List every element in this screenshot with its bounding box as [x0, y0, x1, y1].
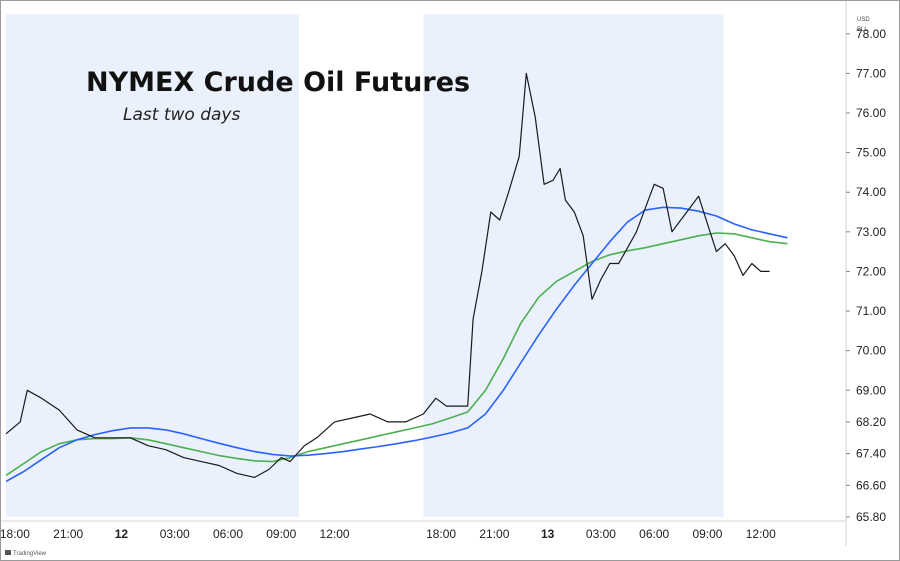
x-tick-label: 06:00 — [213, 527, 243, 541]
y-axis: 78.00 77.00 76.00 75.00 74.00 73.00 72.00 71.00… — [846, 27, 886, 524]
x-tick-label: 03:00 — [586, 527, 616, 541]
y-tick-label: 74.00 — [856, 185, 886, 199]
y-tick-label: 66.60 — [856, 478, 886, 492]
series-line-ma-fast — [5, 232, 788, 477]
x-tick-label: 09:00 — [692, 527, 722, 541]
y-tick-label: 76.00 — [856, 106, 886, 120]
series-layer — [5, 72, 788, 483]
y-tick-label: 72.00 — [856, 264, 886, 278]
x-tick-label: 06:00 — [639, 527, 669, 541]
session-shade-1 — [423, 14, 724, 517]
x-tick-label: 13 — [541, 527, 555, 541]
y-tick-label: 69.00 — [856, 383, 886, 397]
y-tick-label: 71.00 — [856, 304, 886, 318]
session-shading — [6, 14, 724, 517]
x-tick-label: 09:00 — [266, 527, 296, 541]
y-tick-label: 68.20 — [856, 415, 886, 429]
x-tick-label: 18:00 — [426, 527, 456, 541]
unit-label[interactable]: BLL — [857, 27, 868, 33]
x-tick-label: 12:00 — [320, 527, 350, 541]
brand-label: TradingView — [13, 551, 47, 557]
y-tick-label: 70.00 — [856, 344, 886, 358]
series-line-price — [5, 72, 770, 478]
brand-logo: TradingView — [5, 550, 47, 557]
y-tick-label: 75.00 — [856, 146, 886, 160]
y-tick-label: 78.00 — [856, 27, 886, 41]
x-tick-label: 12:00 — [746, 527, 776, 541]
y-tick-label: 77.00 — [856, 66, 886, 80]
x-tick-label: 21:00 — [479, 527, 509, 541]
x-axis: 18:00 21:00 12 03:00 06:00 09:00 12:00 18:00 21:… — [1, 520, 846, 541]
chart-subtitle: Last two days — [123, 105, 240, 125]
series-line-ma-slow — [5, 206, 788, 483]
y-tick-label: 65.80 — [856, 510, 886, 524]
x-tick-label: 21:00 — [53, 527, 83, 541]
session-shade-0 — [6, 14, 300, 517]
x-tick-label: 18:00 — [1, 527, 30, 541]
brand-logo-icon — [5, 550, 11, 555]
x-tick-label: 12 — [115, 527, 129, 541]
currency-label[interactable]: USD — [857, 17, 870, 23]
y-tick-label: 73.00 — [856, 225, 886, 239]
x-tick-label: 03:00 — [160, 527, 190, 541]
chart-title: NYMEX Crude Oil Futures — [86, 67, 470, 98]
y-tick-label: 67.40 — [856, 447, 886, 461]
